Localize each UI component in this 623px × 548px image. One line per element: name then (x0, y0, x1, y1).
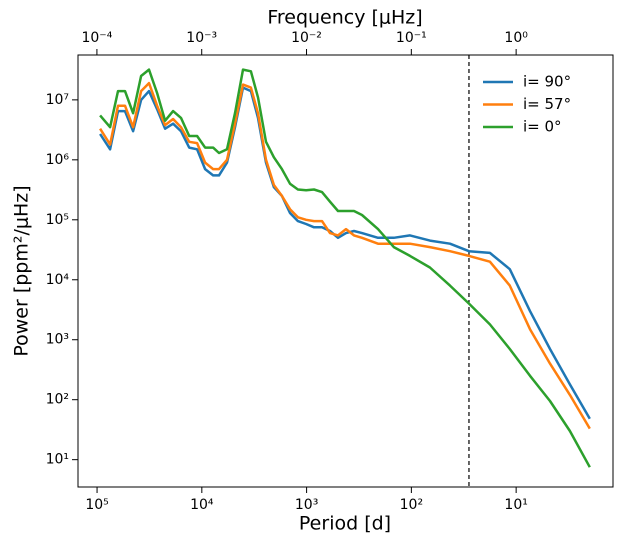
y-tick-label: 10¹ (46, 452, 69, 468)
x-tick-label: 10² (400, 497, 423, 513)
series-line (99, 81, 591, 430)
x2-tick-label: 10⁻⁴ (81, 30, 112, 46)
legend-label: i= 90° (523, 73, 571, 91)
y-tick-label: 10⁶ (46, 152, 70, 168)
x2-tick-label: 10⁻³ (186, 30, 217, 46)
series-line (99, 68, 591, 468)
x2-axis-label: Frequency [μHz] (267, 7, 422, 29)
legend-label: i= 57° (523, 95, 571, 113)
y-tick-label: 10⁷ (46, 92, 69, 108)
y-axis-label: Power [ppm²/μHz] (11, 185, 33, 356)
x-tick-label: 10¹ (504, 497, 527, 513)
x-tick-label: 10⁵ (85, 497, 108, 513)
plot-frame (77, 54, 614, 488)
x2-tick-label: 10⁰ (504, 30, 528, 46)
x-tick-label: 10⁴ (190, 497, 214, 513)
legend-label: i= 0° (523, 118, 562, 136)
x-axis-label: Period [d] (299, 513, 391, 535)
y-tick-label: 10² (46, 392, 69, 408)
series-line (99, 86, 591, 420)
y-tick-label: 10³ (46, 332, 69, 348)
y-tick-label: 10⁵ (46, 212, 69, 228)
x2-tick-label: 10⁻² (291, 30, 322, 46)
x-tick-label: 10³ (295, 497, 318, 513)
y-tick-label: 10⁴ (46, 272, 70, 288)
x2-tick-label: 10⁻¹ (396, 30, 427, 46)
